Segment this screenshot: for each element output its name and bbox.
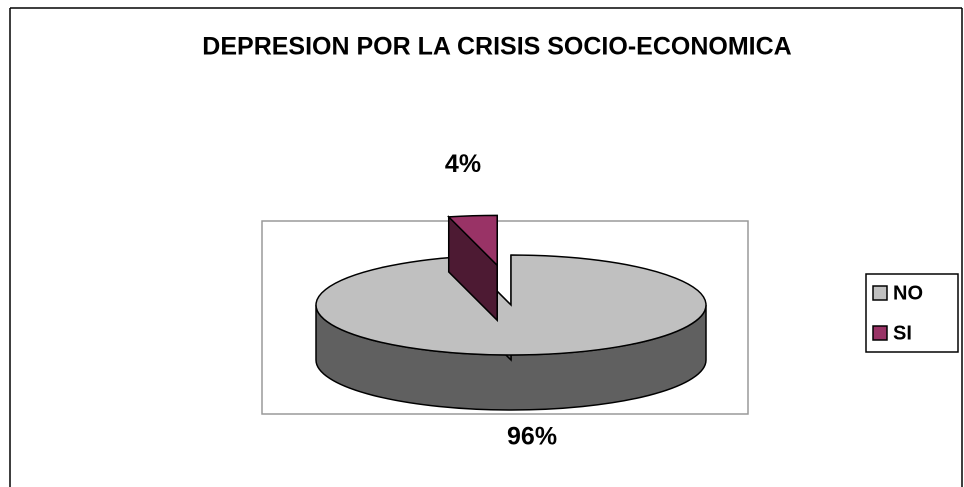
chart-title: DEPRESION POR LA CRISIS SOCIO-ECONOMICA bbox=[202, 33, 791, 61]
pie bbox=[315, 214, 707, 411]
legend-swatch bbox=[872, 325, 888, 341]
pie-slice bbox=[447, 214, 498, 268]
data-label: 4% bbox=[445, 150, 481, 178]
legend-label: SI bbox=[893, 322, 912, 344]
pie-slice bbox=[315, 254, 707, 356]
legend-label: NO bbox=[893, 282, 923, 304]
plot-area bbox=[261, 220, 749, 415]
legend-swatch bbox=[872, 285, 888, 301]
data-label: 96% bbox=[507, 423, 557, 451]
